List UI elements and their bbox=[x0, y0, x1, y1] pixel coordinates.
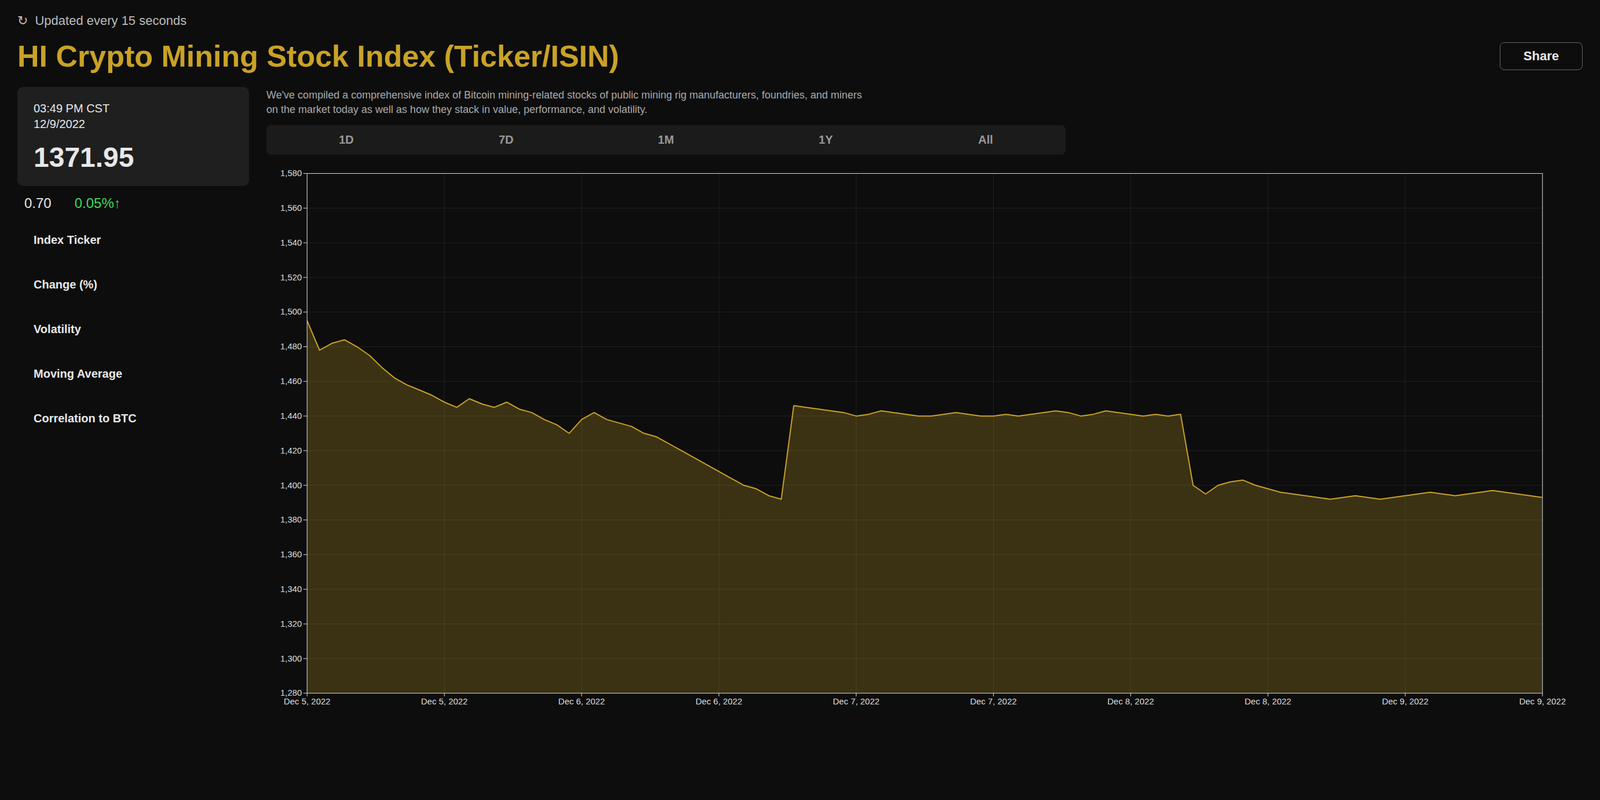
svg-text:1,440: 1,440 bbox=[280, 410, 302, 421]
svg-text:Dec 9, 2022: Dec 9, 2022 bbox=[1381, 696, 1429, 706]
html-text:↻ Updated every 15 seconds: ↻ Updated every 15 seconds bbox=[17, 13, 187, 28]
html-text:1Y: 1Y bbox=[818, 133, 833, 146]
html-text:0.05%↑: 0.05%↑ bbox=[74, 195, 121, 211]
html-text:1D: 1D bbox=[338, 133, 354, 146]
html-text:12/9/2022: 12/9/2022 bbox=[33, 117, 86, 131]
svg-text:1,420: 1,420 bbox=[280, 445, 302, 456]
svg-text:Dec 5, 2022: Dec 5, 2022 bbox=[420, 696, 468, 706]
html-text:1371.95: 1371.95 bbox=[33, 141, 135, 173]
svg-text:1,340: 1,340 bbox=[280, 583, 302, 594]
html-text:7D: 7D bbox=[498, 133, 514, 146]
svg-text:1,500: 1,500 bbox=[280, 306, 302, 317]
html-text:Change (%): Change (%) bbox=[33, 277, 98, 291]
svg-text:1,400: 1,400 bbox=[280, 480, 302, 490]
svg-text:Dec 7, 2022: Dec 7, 2022 bbox=[832, 696, 880, 706]
svg-text:1,560: 1,560 bbox=[280, 202, 302, 213]
svg-text:Dec 6, 2022: Dec 6, 2022 bbox=[695, 696, 743, 706]
html-text:All: All bbox=[978, 133, 994, 146]
html-text:1M: 1M bbox=[657, 133, 674, 146]
svg-text:Dec 5, 2022: Dec 5, 2022 bbox=[283, 696, 331, 706]
svg-text:Dec 9, 2022: Dec 9, 2022 bbox=[1518, 696, 1566, 706]
svg-text:1,520: 1,520 bbox=[280, 272, 302, 283]
html-text:0.70: 0.70 bbox=[24, 195, 52, 211]
svg-text:1,320: 1,320 bbox=[280, 618, 302, 629]
svg-text:1,580: 1,580 bbox=[280, 167, 302, 178]
html-text:Moving Average: Moving Average bbox=[33, 367, 123, 380]
html-text:Index Ticker: Index Ticker bbox=[33, 233, 101, 247]
svg-text:1,380: 1,380 bbox=[280, 514, 302, 525]
html-text:Share: Share bbox=[1523, 48, 1559, 64]
svg-text:Dec 6, 2022: Dec 6, 2022 bbox=[558, 696, 606, 706]
svg-text:1,480: 1,480 bbox=[280, 341, 302, 351]
svg-text:Dec 8, 2022: Dec 8, 2022 bbox=[1107, 696, 1155, 706]
svg-text:1,460: 1,460 bbox=[280, 375, 302, 386]
svg-text:1,540: 1,540 bbox=[280, 237, 302, 248]
html-text:HI Crypto Mining Stock Index (: HI Crypto Mining Stock Index (Ticker/ISI… bbox=[17, 39, 620, 73]
html-text:on the market today as well as: on the market today as well as how they … bbox=[266, 103, 648, 116]
html-text:Correlation to BTC: Correlation to BTC bbox=[33, 411, 137, 425]
svg-text:1,280: 1,280 bbox=[280, 687, 302, 698]
svg-text:1,360: 1,360 bbox=[280, 548, 302, 559]
svg-text:Dec 8, 2022: Dec 8, 2022 bbox=[1244, 696, 1292, 706]
svg-text:1,300: 1,300 bbox=[280, 653, 302, 664]
html-text:03:49 PM CST: 03:49 PM CST bbox=[33, 101, 110, 115]
html-text:Volatility: Volatility bbox=[33, 322, 82, 336]
html-text:We've compiled a comprehensive: We've compiled a comprehensive index of … bbox=[266, 89, 863, 101]
svg-text:Dec 7, 2022: Dec 7, 2022 bbox=[969, 696, 1017, 706]
